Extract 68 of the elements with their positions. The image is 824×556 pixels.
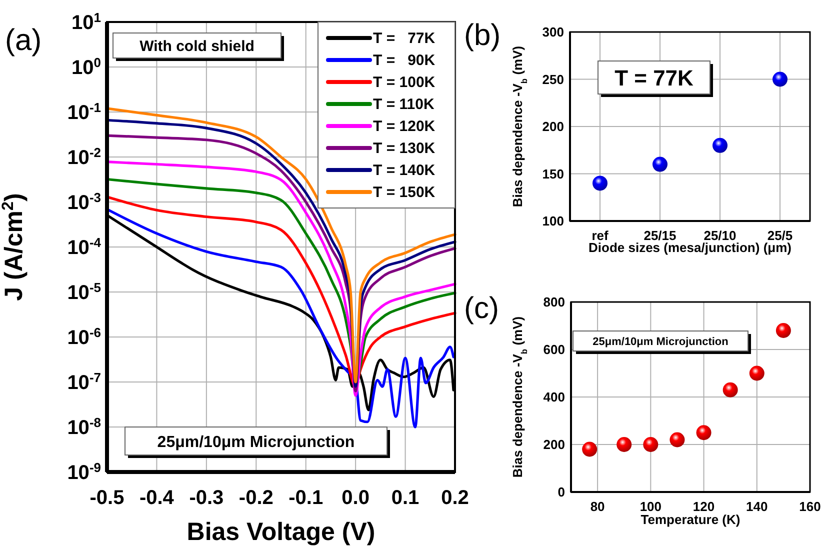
annotation: 25μm/10μm Microjunction [157, 434, 355, 451]
point [749, 366, 764, 381]
legend-label: T = 150K [373, 184, 436, 201]
x-tick-label: 140 [746, 499, 768, 514]
y-tick-label: 250 [542, 72, 564, 87]
chart-title: (c) [464, 292, 499, 325]
point [670, 432, 685, 448]
x-tick-label: -0.1 [288, 487, 324, 509]
point [712, 138, 728, 153]
y-tick-label: 800 [543, 294, 565, 310]
legend-label: T = 140K [373, 162, 436, 179]
x-tick-label: 25/5 [767, 228, 793, 243]
y-tick-label: 10$^{-9}$ [67, 460, 101, 484]
x-tick-label: -0.4 [139, 487, 175, 509]
legend-label: T = 90K [373, 52, 436, 69]
y-tick-label: 100 [542, 214, 564, 229]
x-tick-label: -0.2 [238, 487, 274, 509]
x-tick-label: -0.3 [189, 487, 224, 509]
legend-label: T = 130K [373, 140, 436, 157]
y-tick-label: 10$^{-1}$ [67, 100, 101, 124]
annotation: With cold shield [140, 38, 254, 55]
point [722, 382, 738, 398]
y-tick-label: 150 [542, 166, 564, 182]
point [643, 437, 658, 452]
y-tick-label: 400 [543, 390, 565, 405]
x-tick-label: 120 [692, 499, 715, 514]
point [582, 442, 598, 457]
y-tick-label: 200 [542, 119, 564, 134]
x-tick-label: 100 [640, 499, 662, 514]
point [652, 156, 668, 172]
y-tick-label: 10$^{-6}$ [67, 324, 101, 349]
legend-label: T = 120K [373, 118, 436, 135]
chart-title: (b) [464, 19, 501, 52]
x-tick-label: 25/15 [644, 228, 676, 243]
legend-label: T = 77K [373, 30, 436, 47]
chart-title: (a) [5, 24, 42, 57]
y-tick-label: 10$^{-3}$ [67, 190, 101, 214]
point [592, 176, 608, 191]
y-tick-label: 10$^{-5}$ [67, 280, 101, 304]
x-tick-label: 80 [590, 499, 605, 514]
y-tick-label: 10$^{-4}$ [67, 234, 102, 259]
y-tick-label: 10$^{1}$ [72, 10, 101, 34]
point [772, 72, 788, 87]
x-tick-label: 0.1 [391, 487, 420, 509]
x-axis-title: Bias Voltage (V) [186, 518, 376, 546]
x-tick-label: 0.0 [342, 487, 370, 509]
x-tick-label: -0.5 [90, 487, 124, 509]
x-tick-label: ref [592, 228, 609, 243]
annotation: 25μm/10μm Microjunction [592, 336, 729, 348]
point [616, 437, 632, 452]
x-tick-label: 25/10 [704, 228, 736, 243]
y-tick-label: 0 [558, 484, 565, 500]
y-tick-label: 200 [543, 437, 565, 452]
point [776, 323, 791, 338]
y-tick-label: 300 [542, 24, 564, 40]
legend-label: T = 110K [373, 96, 434, 113]
y-tick-label: 10$^{-7}$ [67, 370, 101, 394]
x-tick-label: 160 [799, 499, 821, 514]
x-tick-label: 0.2 [441, 487, 469, 509]
annotation: T = 77K [614, 65, 694, 90]
y-tick-label: 10$^{0}$ [72, 54, 101, 79]
x-axis-title: Temperature (K) [640, 512, 740, 527]
point [696, 425, 712, 440]
x-axis-title: Diode sizes (mesa/junction) (μm) [588, 240, 792, 255]
y-tick-label: 10$^{-8}$ [67, 414, 101, 439]
legend-label: T = 100K [373, 74, 436, 91]
y-tick-label: 10$^{-2}$ [67, 144, 101, 169]
y-tick-label: 600 [543, 342, 565, 358]
